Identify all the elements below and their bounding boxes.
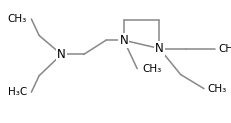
Text: N: N — [154, 42, 163, 55]
Text: CH₃: CH₃ — [142, 64, 161, 74]
Text: N: N — [119, 34, 128, 47]
Text: CH₃: CH₃ — [207, 84, 226, 94]
Text: CH₃: CH₃ — [218, 44, 231, 54]
Text: H₃C: H₃C — [8, 87, 27, 97]
Text: N: N — [57, 48, 66, 61]
Text: CH₃: CH₃ — [8, 14, 27, 24]
